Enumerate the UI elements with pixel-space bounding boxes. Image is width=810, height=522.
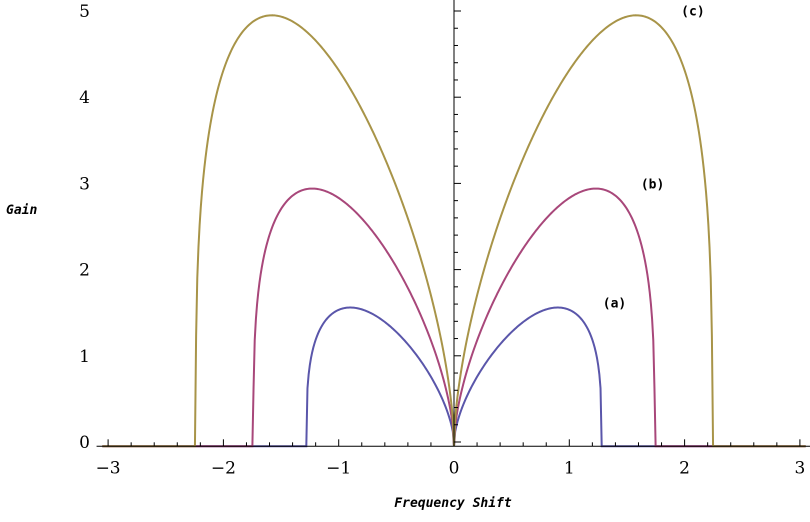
x-tick-label: −1 <box>326 458 351 478</box>
x-tick-label: 1 <box>564 458 575 478</box>
x-tick-label: 2 <box>679 458 690 478</box>
x-tick-label: 0 <box>449 458 460 478</box>
x-tick-label: −2 <box>211 458 236 478</box>
axes: −3 −2 −1 0 1 2 3 0 1 2 3 4 5 <box>79 0 810 478</box>
y-tick-label: 1 <box>79 347 90 367</box>
y-tick-label: 5 <box>79 2 90 22</box>
y-axis-label: Gain <box>6 203 37 218</box>
y-tick-label: 3 <box>79 174 90 194</box>
x-axis-label: Frequency Shift <box>394 496 512 511</box>
x-ticks: −3 −2 −1 0 1 2 3 <box>96 439 805 478</box>
series-annotations: (a) (b) (c) <box>603 4 705 311</box>
y-tick-label: 4 <box>79 88 90 108</box>
y-tick-label: 0 <box>79 433 90 453</box>
series-annotation-c: (c) <box>681 4 704 19</box>
x-tick-label: 3 <box>794 458 805 478</box>
series-annotation-b: (b) <box>641 178 664 193</box>
y-ticks: 0 1 2 3 4 5 <box>79 2 461 453</box>
series-annotation-a: (a) <box>603 297 626 312</box>
x-tick-label: −3 <box>96 458 121 478</box>
y-tick-label: 2 <box>79 261 90 281</box>
